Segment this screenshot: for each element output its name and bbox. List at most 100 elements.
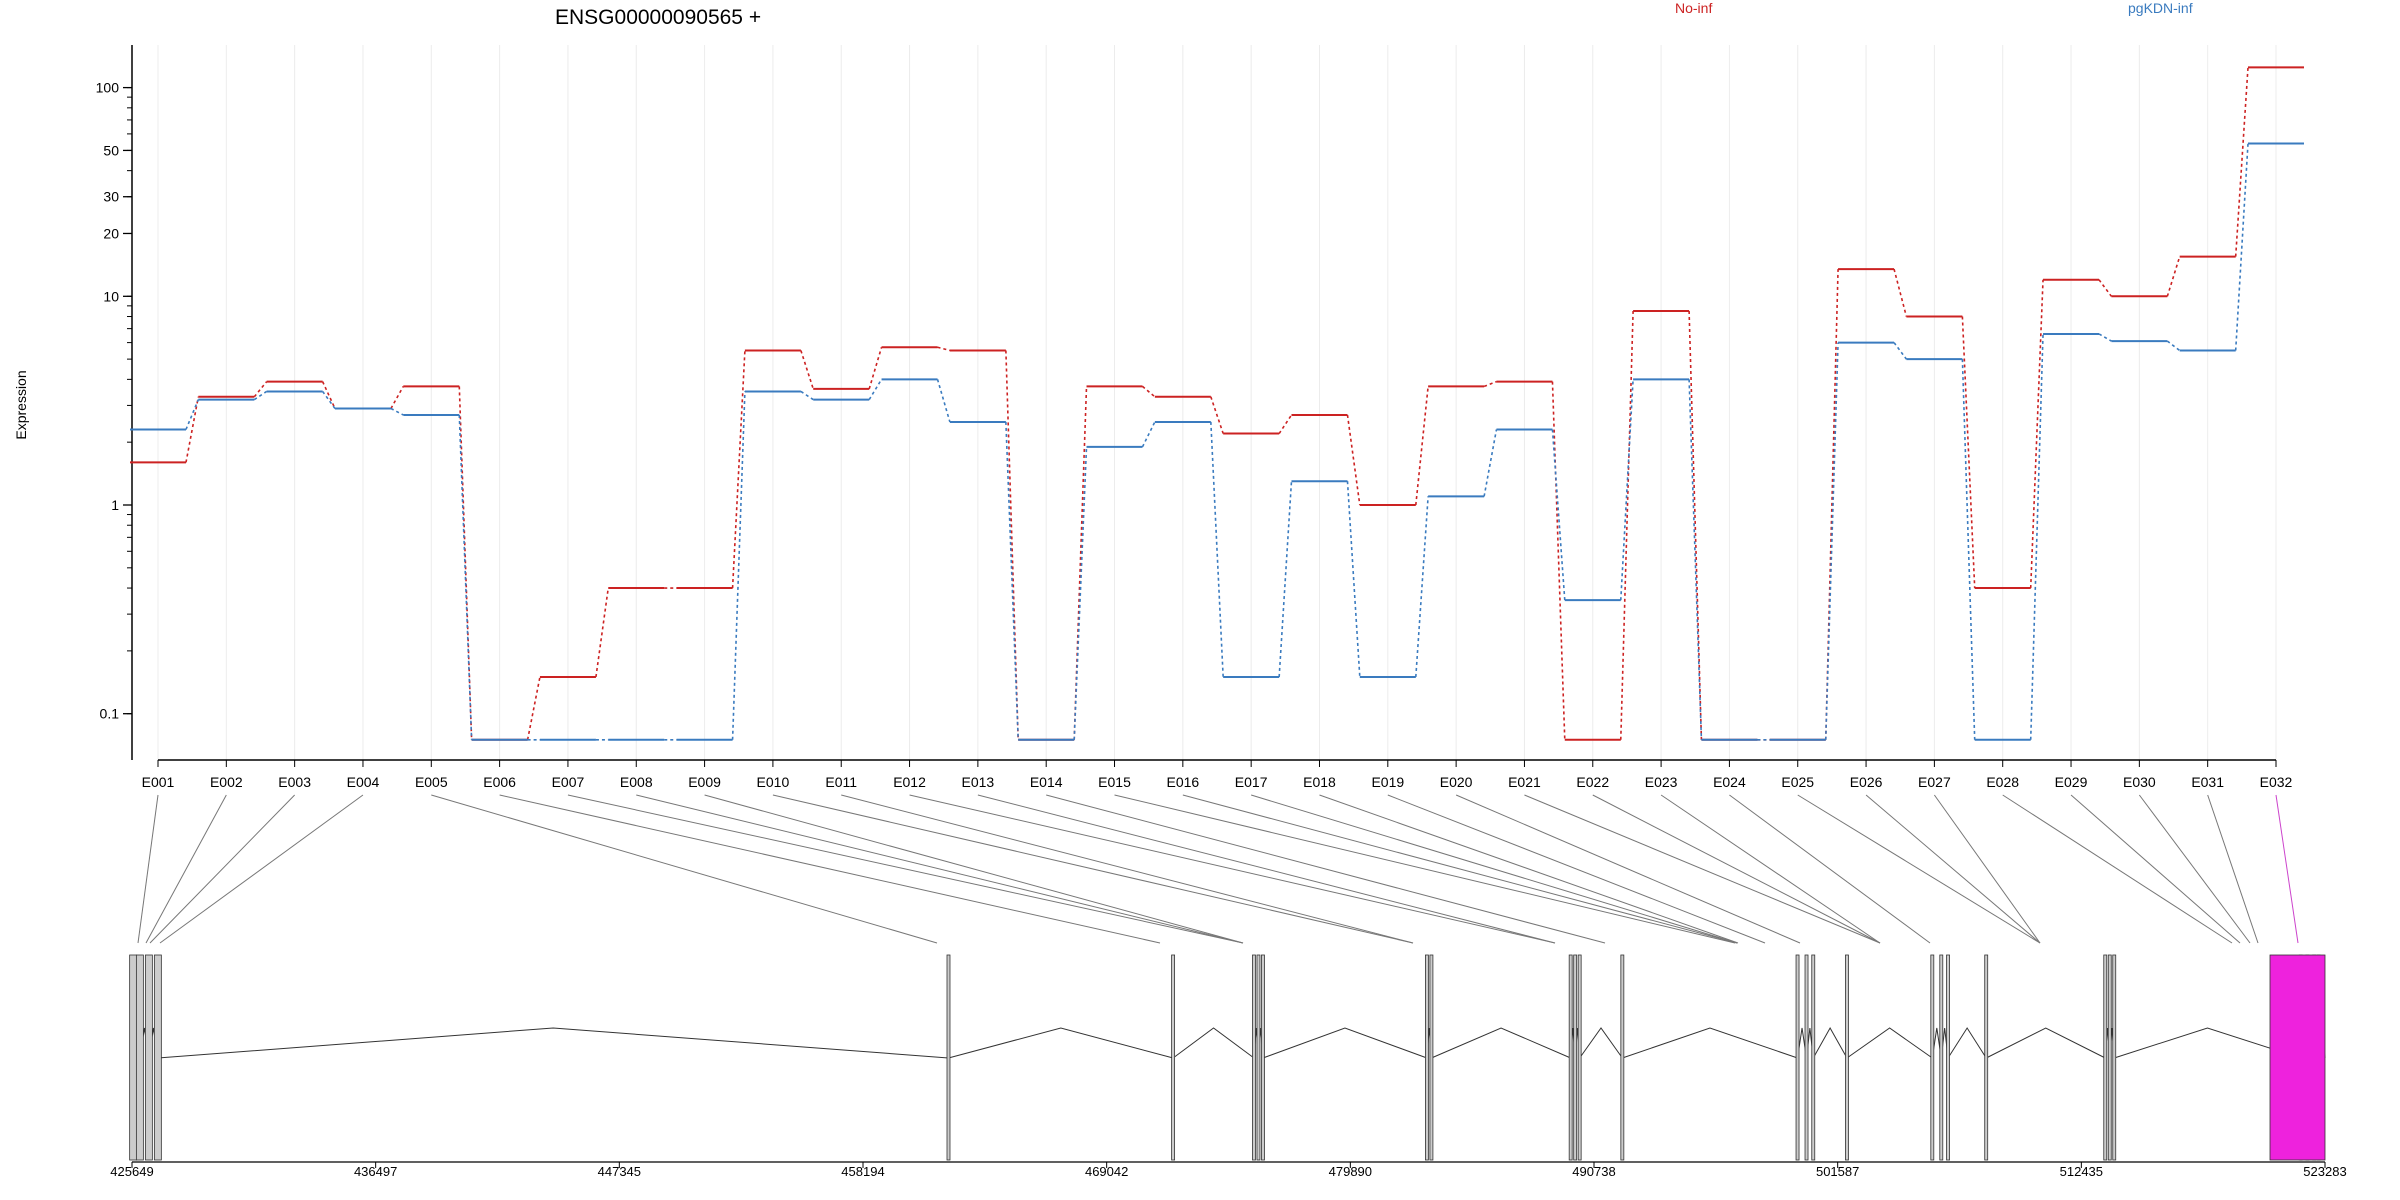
series-transition xyxy=(1005,421,1019,740)
x-tick-label: E006 xyxy=(483,774,516,790)
exon-connector xyxy=(1387,794,1766,944)
series-transition xyxy=(1073,386,1088,740)
x-tick-label: E001 xyxy=(142,774,175,790)
intron-line xyxy=(1579,1027,1623,1059)
x-tick-label: E013 xyxy=(962,774,995,790)
series-transition xyxy=(1415,496,1429,678)
x-tick-label: E032 xyxy=(2260,774,2293,790)
exon-block xyxy=(1573,954,1578,1161)
series-transition xyxy=(185,396,200,463)
exon-block xyxy=(946,954,951,1161)
genomic-tick-label: 479890 xyxy=(1329,1164,1372,1179)
exon-connector xyxy=(704,794,1244,944)
exon-connector xyxy=(1660,794,1881,944)
x-tick-label: E005 xyxy=(415,774,448,790)
exon-connector xyxy=(145,794,227,944)
exon-block xyxy=(1804,954,1809,1161)
x-tick-label: E026 xyxy=(1850,774,1883,790)
genomic-tick-label: 512435 xyxy=(2060,1164,2103,1179)
series-pgkdn-inf xyxy=(130,142,2304,741)
exon-connector xyxy=(2275,794,2299,944)
exon-connector xyxy=(2002,794,2233,944)
series-transition xyxy=(253,390,268,401)
exon-connector xyxy=(1592,794,1881,944)
exon-connector xyxy=(1933,794,2041,944)
exon-connector xyxy=(431,794,938,944)
exon-connector xyxy=(1524,794,1881,944)
exon-connector xyxy=(2207,794,2259,944)
intron-line xyxy=(157,1027,949,1059)
x-tick-label: E016 xyxy=(1166,774,1199,790)
series-transition xyxy=(1619,311,1634,740)
x-tick-label: E010 xyxy=(757,774,790,790)
x-tick-label: E019 xyxy=(1371,774,1404,790)
exon-block xyxy=(129,954,138,1161)
series-transition xyxy=(868,378,883,400)
x-tick-label: E025 xyxy=(1781,774,1814,790)
x-tick-label: E014 xyxy=(1030,774,1063,790)
series-no-inf xyxy=(130,66,2304,741)
series-transition xyxy=(800,390,814,401)
y-axis-label: Expression xyxy=(13,370,29,439)
chart-title: ENSG00000090565 + xyxy=(555,6,761,29)
series-transition xyxy=(2098,333,2112,342)
series-transition xyxy=(868,347,883,390)
intron-line xyxy=(948,1027,1174,1059)
exon-block xyxy=(153,954,162,1161)
exon-connector xyxy=(772,794,1414,944)
x-tick-label: E020 xyxy=(1440,774,1473,790)
exon-block xyxy=(1171,954,1176,1161)
x-tick-label: E031 xyxy=(2191,774,2224,790)
series-transition xyxy=(1688,379,1703,740)
x-tick-label: E017 xyxy=(1235,774,1268,790)
x-tick-label: E011 xyxy=(825,774,857,790)
series-transition xyxy=(1483,429,1498,497)
series-transition xyxy=(253,381,268,398)
exon-block xyxy=(1425,954,1429,1161)
x-tick-label: E015 xyxy=(1098,774,1131,790)
exon-connector xyxy=(636,794,1244,944)
x-tick-label: E002 xyxy=(210,774,243,790)
exon-block xyxy=(135,954,144,1161)
exon-connector xyxy=(149,794,296,944)
highlighted-exon xyxy=(2269,954,2326,1161)
series-transition xyxy=(731,391,746,740)
series-transition xyxy=(800,350,814,390)
genomic-tick-label: 523283 xyxy=(2303,1164,2346,1179)
exon-connector xyxy=(159,794,364,944)
y-tick-label: 0.1 xyxy=(100,706,120,722)
exon-connector xyxy=(1455,794,1801,944)
series-transition xyxy=(1619,379,1634,601)
exon-connector xyxy=(1729,794,1931,944)
exon-block xyxy=(2112,954,2117,1161)
series-transition xyxy=(2234,67,2249,257)
exon-connector xyxy=(499,794,1161,944)
legend-no-inf: No-inf xyxy=(1675,0,1712,16)
exon-block xyxy=(1256,954,1261,1161)
exon-block xyxy=(1946,954,1950,1161)
intron-line xyxy=(1431,1027,1571,1059)
exon-block xyxy=(1252,954,1256,1161)
x-tick-label: E022 xyxy=(1576,774,1609,790)
y-tick-label: 100 xyxy=(96,80,120,96)
y-tick-label: 1 xyxy=(111,497,119,513)
exon-connector xyxy=(137,794,159,944)
legend-pgkdn-inf: pgKDN-inf xyxy=(2128,0,2193,16)
intron-line xyxy=(1947,1027,1987,1059)
x-tick-label: E009 xyxy=(688,774,721,790)
series-transition xyxy=(185,399,200,430)
genomic-tick-label: 469042 xyxy=(1085,1164,1128,1179)
exon-block xyxy=(1939,954,1944,1161)
exon-block xyxy=(2107,954,2112,1161)
genomic-tick-label: 436497 xyxy=(354,1164,397,1179)
x-tick-label: E004 xyxy=(347,774,380,790)
exon-block xyxy=(1930,954,1935,1161)
y-tick-label: 50 xyxy=(103,142,119,158)
exon-connector xyxy=(1319,794,1739,944)
exon-connector xyxy=(1865,794,2041,944)
series-transition xyxy=(1278,481,1293,678)
exon-connector xyxy=(2138,794,2251,944)
intron-line xyxy=(1172,1027,1255,1059)
x-tick-label: E021 xyxy=(1508,774,1541,790)
genomic-tick-label: 425649 xyxy=(110,1164,153,1179)
